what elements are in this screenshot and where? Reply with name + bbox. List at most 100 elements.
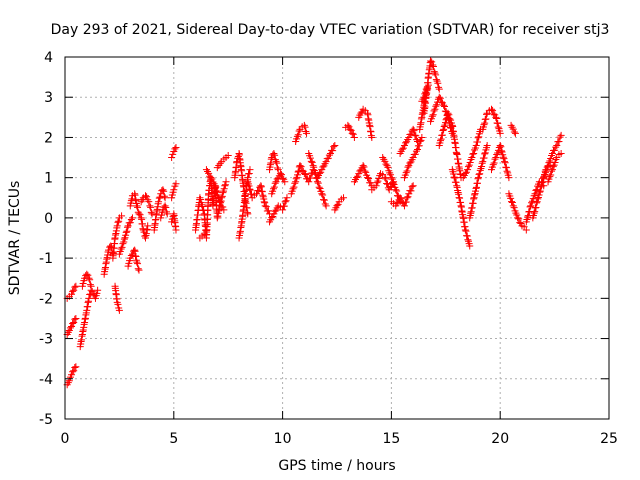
data-point <box>83 270 91 278</box>
data-point <box>295 127 303 135</box>
data-point <box>382 175 390 183</box>
data-point <box>402 198 410 206</box>
data-point <box>434 79 442 87</box>
y-tick-label: -5 <box>39 412 53 428</box>
data-point <box>269 185 277 193</box>
data-point <box>134 260 142 268</box>
data-point <box>411 131 419 139</box>
data-point <box>171 145 179 153</box>
data-point <box>68 371 76 379</box>
data-point <box>429 111 437 119</box>
y-tick-label: -4 <box>39 372 53 388</box>
y-tick-label: 4 <box>44 50 53 66</box>
data-point <box>513 211 521 219</box>
data-point <box>207 174 215 182</box>
data-point <box>534 195 542 203</box>
data-point <box>429 61 437 69</box>
data-point <box>159 186 167 194</box>
data-point <box>440 122 448 130</box>
data-point <box>526 203 534 211</box>
data-point <box>294 131 302 139</box>
y-axis-title: SDTVAR / TECUs <box>7 181 23 296</box>
data-point <box>292 178 300 186</box>
data-point <box>365 174 373 182</box>
data-point <box>142 192 150 200</box>
data-point <box>113 222 121 230</box>
data-point <box>276 170 284 178</box>
data-point <box>407 187 415 195</box>
data-point <box>407 130 415 138</box>
data-point <box>414 146 422 154</box>
data-point <box>274 166 282 174</box>
data-point <box>128 214 136 222</box>
data-point <box>292 175 300 183</box>
data-point <box>353 173 361 181</box>
data-point <box>527 202 535 210</box>
data-point <box>431 69 439 77</box>
data-point <box>461 169 469 177</box>
data-point <box>480 121 488 129</box>
data-point <box>69 287 77 295</box>
data-point <box>208 175 216 183</box>
data-point <box>271 151 279 159</box>
data-point <box>305 178 313 186</box>
data-point <box>122 228 130 236</box>
data-point <box>545 159 553 167</box>
data-point <box>118 212 126 220</box>
data-point <box>85 294 93 302</box>
data-point <box>325 151 333 159</box>
data-point <box>143 193 151 201</box>
data-point <box>464 166 472 174</box>
data-point <box>280 202 288 210</box>
data-point <box>474 138 482 146</box>
data-point <box>388 175 396 183</box>
data-point <box>375 175 383 183</box>
data-point <box>272 158 280 166</box>
data-point <box>404 193 412 201</box>
data-point <box>536 187 544 195</box>
data-point <box>464 163 472 171</box>
data-point <box>114 300 122 308</box>
data-point <box>510 128 518 136</box>
data-point <box>411 150 419 158</box>
data-point <box>347 126 355 134</box>
data-point <box>344 121 352 129</box>
data-point <box>147 203 155 211</box>
data-point <box>373 179 381 187</box>
data-point <box>72 282 80 290</box>
data-point <box>215 198 223 206</box>
data-point <box>553 141 561 149</box>
data-point <box>463 232 471 240</box>
data-point <box>530 209 538 217</box>
data-point <box>389 179 397 187</box>
data-point <box>71 283 79 291</box>
data-point <box>435 85 443 93</box>
data-point <box>69 319 77 327</box>
data-point <box>505 174 513 182</box>
data-point <box>533 198 541 206</box>
data-point <box>331 141 339 149</box>
data-point <box>316 169 324 177</box>
data-point <box>126 219 134 227</box>
data-point <box>198 201 206 209</box>
data-point <box>168 154 176 162</box>
data-point <box>271 179 279 187</box>
data-point <box>313 174 321 182</box>
data-point <box>293 132 301 140</box>
data-point <box>120 235 128 243</box>
data-point <box>214 194 222 202</box>
data-point <box>427 57 435 65</box>
data-point <box>246 166 254 174</box>
data-point <box>161 194 169 202</box>
data-point <box>409 182 417 190</box>
data-point <box>500 155 508 163</box>
data-point <box>438 131 446 139</box>
data-point <box>417 136 425 144</box>
data-point <box>541 169 549 177</box>
data-point <box>510 204 518 212</box>
data-point <box>447 116 455 124</box>
data-point <box>163 210 171 218</box>
data-point <box>440 101 448 109</box>
y-tick-label: 2 <box>44 130 53 146</box>
tick-labels-layer: 0 5 10 15 20 25 -5 -4 -3 -2 -1 0 1 2 3 4 <box>39 50 618 447</box>
